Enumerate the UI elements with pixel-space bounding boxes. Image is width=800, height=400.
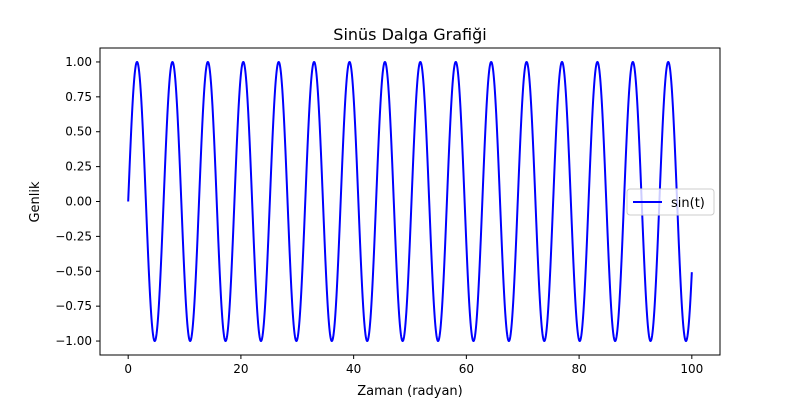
x-tick-label: 100	[680, 362, 703, 376]
y-tick-label: 0.50	[65, 125, 92, 139]
x-tick-label: 80	[571, 362, 586, 376]
x-axis-label: Zaman (radyan)	[357, 384, 462, 399]
legend-label-sin-t: sin(t)	[671, 196, 705, 211]
y-tick-label: 0.25	[65, 160, 92, 174]
x-tick-label: 60	[459, 362, 474, 376]
legend-box	[626, 188, 715, 216]
x-tick-label: 40	[346, 362, 361, 376]
y-axis-label: Genlik	[28, 181, 43, 223]
x-axis-ticks: 0 20 40 60 80 100	[124, 355, 703, 376]
y-tick-label: −0.75	[55, 299, 92, 313]
series-line-sin-t	[127, 60, 693, 343]
y-tick-label: −0.25	[55, 229, 92, 243]
y-axis-ticks: −1.00 −0.75 −0.50 −0.25 0.00 0.25 0.50 0.75 1.00	[55, 55, 100, 348]
x-tick-label: 0	[124, 362, 132, 376]
y-tick-label: −1.00	[55, 334, 92, 348]
y-tick-label: 0.00	[65, 195, 92, 209]
y-tick-label: −0.50	[55, 264, 92, 278]
legend: sin(t)	[626, 188, 715, 216]
y-tick-label: 0.75	[65, 90, 92, 104]
y-tick-label: 1.00	[65, 55, 92, 69]
x-tick-label: 20	[233, 362, 248, 376]
chart-title: Sinüs Dalga Grafiği	[333, 25, 486, 44]
